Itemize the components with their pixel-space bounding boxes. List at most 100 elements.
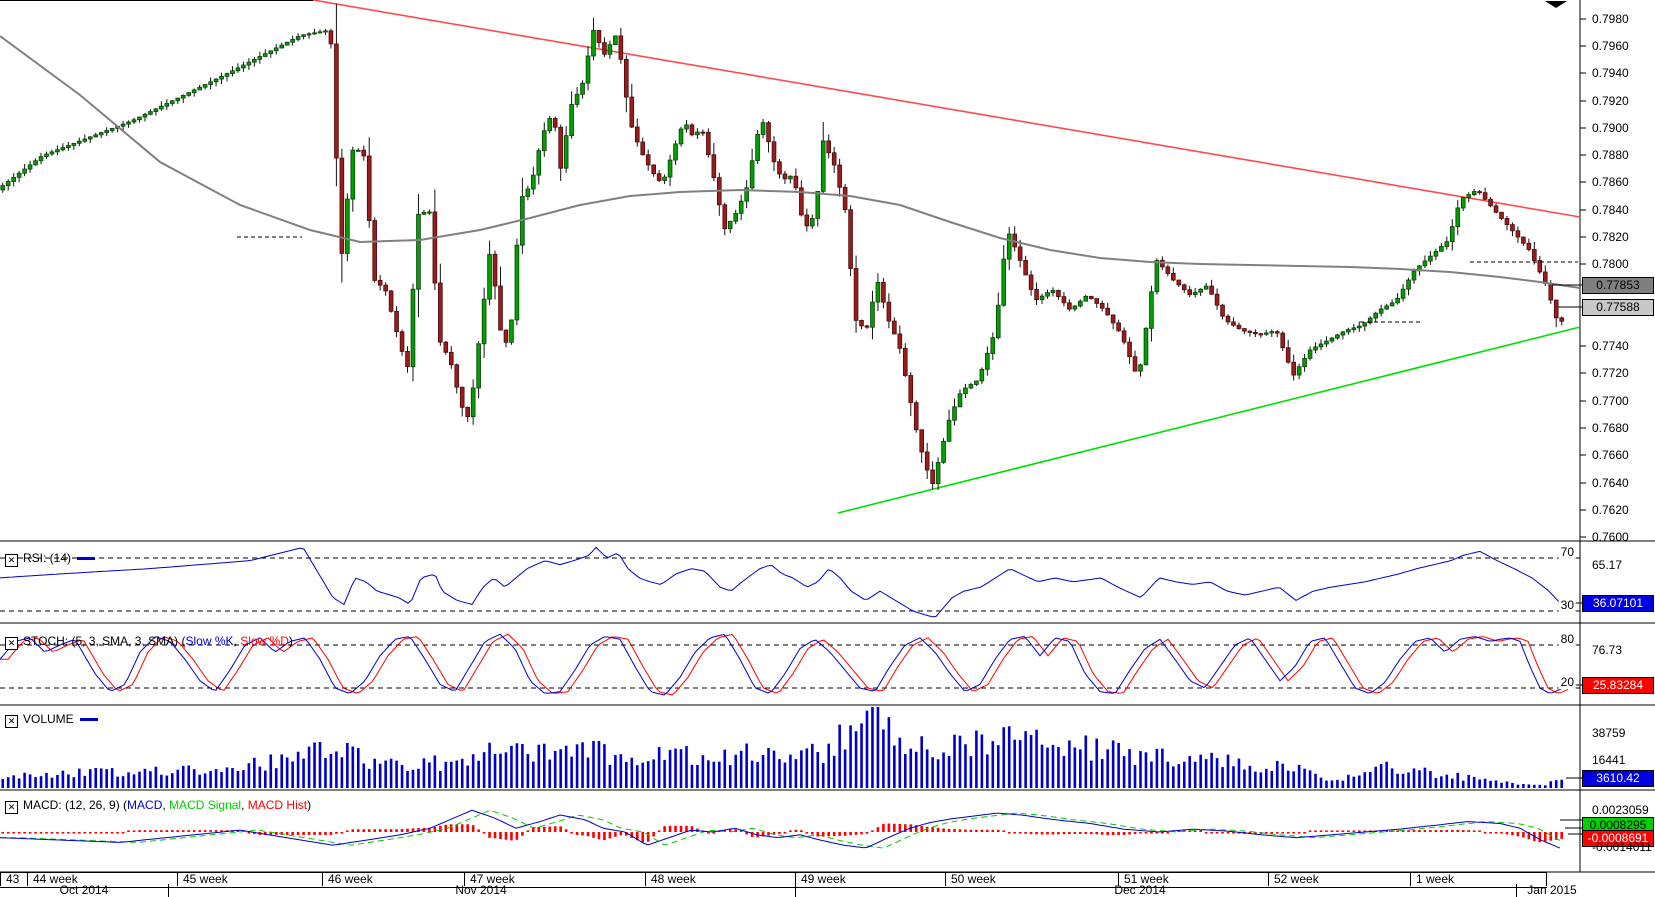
volume-bar (296, 751, 300, 788)
volume-bar (652, 759, 655, 788)
time-axis-strip[interactable] (0, 872, 1547, 888)
bear-candle (1105, 307, 1110, 316)
volume-bar (78, 768, 81, 788)
resistance-trendline[interactable] (312, 0, 1581, 218)
volume-bar (1434, 778, 1438, 788)
volume-bar (674, 748, 677, 788)
volume-bar (1390, 768, 1394, 788)
volume-bar (1456, 772, 1460, 788)
volume-bar (1445, 774, 1449, 788)
volume-label-text: VOLUME (23, 712, 74, 726)
bull-candle (131, 119, 137, 123)
volume-bar (1013, 739, 1016, 788)
volume-bar (1423, 767, 1427, 788)
week-cell[interactable]: 45 week (177, 872, 322, 886)
bull-candle (985, 353, 990, 370)
week-cell[interactable]: 1 week (1410, 872, 1547, 886)
volume-bar (767, 748, 770, 788)
week-cell[interactable]: 47 week (464, 872, 645, 886)
bear-candle (886, 301, 892, 322)
bear-candle (1181, 284, 1187, 291)
chart-shift-marker-icon[interactable] (1545, 1, 1567, 8)
stoch-axis-label: 76.73 (1592, 643, 1623, 657)
volume-bar (367, 768, 371, 788)
volume-bar (154, 766, 158, 788)
bear-candle (634, 126, 640, 143)
volume-bar (1007, 726, 1011, 788)
volume-bar (860, 723, 863, 788)
volume-bar (45, 772, 48, 788)
bull-candle (1395, 297, 1400, 304)
bull-candle (197, 86, 202, 91)
volume-bar (953, 734, 956, 788)
volume-bar (225, 767, 229, 788)
volume-bar (827, 743, 831, 788)
sma-line (0, 35, 1581, 289)
volume-bar (460, 758, 464, 788)
week-cell[interactable]: 52 week (1268, 872, 1410, 886)
volume-bar (1303, 768, 1306, 788)
bear-candle (1521, 236, 1526, 244)
volume-bar (181, 765, 185, 788)
bull-candle (230, 70, 235, 74)
volume-bar (1440, 776, 1443, 788)
volume-bar (149, 771, 152, 788)
bear-candle (831, 152, 837, 166)
volume-bar (559, 749, 562, 788)
week-cell[interactable]: 50 week (945, 872, 1118, 886)
volume-bar (1079, 749, 1082, 788)
week-cell[interactable]: 43 (0, 872, 27, 886)
volume-bar (400, 764, 404, 788)
volume-bar (701, 755, 705, 788)
volume-value-box: 3610.42 (1582, 770, 1654, 787)
bear-candle (372, 220, 377, 281)
week-cell[interactable]: 51 week (1118, 872, 1268, 886)
bear-candle (651, 164, 656, 175)
week-cell[interactable]: 48 week (645, 872, 795, 886)
volume-bar (247, 763, 251, 788)
macd-axis-label: -0.0014011 (1592, 840, 1652, 854)
bull-candle (667, 159, 673, 178)
volume-bar (761, 754, 765, 788)
bear-candle (1553, 299, 1559, 319)
bear-candle (771, 141, 777, 163)
week-cell[interactable]: 46 week (322, 872, 464, 886)
bull-candle (317, 31, 323, 34)
bull-candle (1138, 364, 1143, 372)
week-cell[interactable]: 44 week (27, 872, 177, 886)
bull-candle (82, 138, 88, 142)
volume-bar (942, 752, 945, 788)
support-trendline[interactable] (837, 326, 1581, 514)
bull-candle (1269, 331, 1275, 334)
bear-candle (640, 141, 646, 156)
bull-candle (224, 73, 230, 77)
volume-bar (986, 754, 989, 788)
volume-bar (1538, 784, 1542, 788)
volume-bar (1374, 766, 1378, 788)
bull-candle (246, 61, 252, 66)
bull-candle (180, 94, 186, 99)
month-divider (168, 884, 169, 897)
volume-bar (1341, 780, 1345, 788)
bull-candle (509, 319, 514, 343)
volume-bar (1363, 772, 1367, 788)
bear-candle (1280, 332, 1286, 349)
week-cell[interactable]: 49 week (795, 872, 945, 886)
bull-candle (1466, 194, 1471, 199)
volume-bar (975, 730, 978, 788)
volume-bar (800, 750, 803, 788)
bear-candle (1171, 273, 1176, 281)
volume-bar (728, 765, 732, 788)
price-axis-label: 0.7900 (1592, 121, 1629, 135)
volume-bar (94, 767, 98, 788)
bull-candle (1422, 260, 1428, 267)
volume-bar (203, 773, 207, 788)
volume-bar (865, 710, 869, 788)
bull-candle (142, 113, 148, 118)
bear-candle (399, 331, 405, 352)
bear-candle (782, 173, 788, 180)
bull-candle (11, 176, 16, 182)
volume-bar (893, 745, 896, 788)
volume-bar (482, 752, 486, 788)
